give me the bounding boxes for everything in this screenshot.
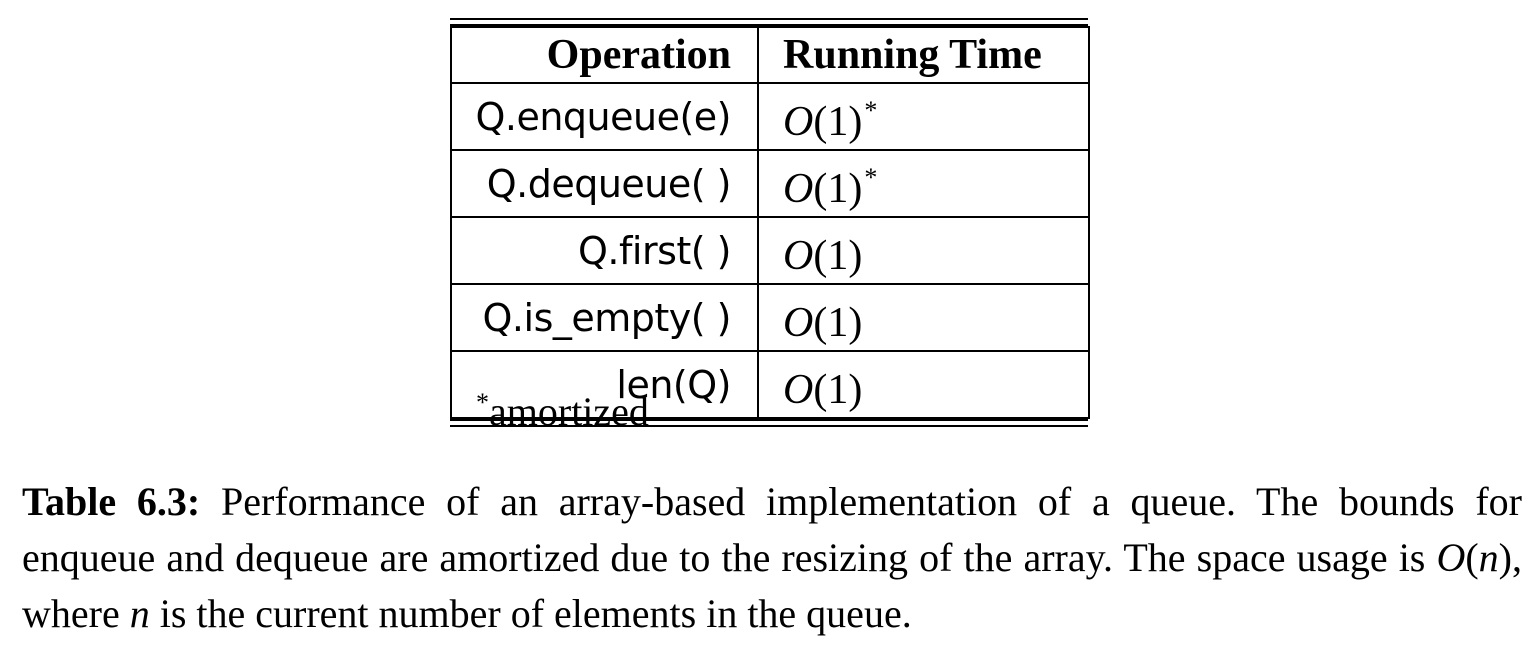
caption-text-part-3: is the current number of elements in the… — [149, 591, 912, 636]
running-time-cell: O(1) — [757, 283, 1090, 352]
table-footnote: *amortized — [476, 388, 649, 435]
table-row: Q.first( ) O(1) — [450, 216, 1090, 285]
caption-text-part-2: , where — [22, 535, 1522, 636]
table-caption: Table 6.3: Performance of an array-based… — [22, 474, 1522, 642]
caption-big-o: O — [1436, 535, 1466, 580]
big-o-symbol: O — [783, 367, 814, 413]
amortized-star: * — [864, 96, 878, 125]
table-row: len(Q) O(1) — [450, 350, 1090, 419]
caption-text-part-1: Performance of an array-based implementa… — [22, 479, 1522, 580]
operation-cell: Q.dequeue( ) — [450, 149, 759, 218]
big-o-symbol: O — [783, 166, 814, 212]
big-o-argument: (1) — [813, 99, 863, 145]
header-running-time: Running Time — [757, 26, 1090, 84]
footnote-text: amortized — [489, 389, 649, 434]
table-row: Q.dequeue( ) O(1)* — [450, 149, 1090, 218]
operation-cell: Q.first( ) — [450, 216, 759, 285]
big-o-argument: (1) — [813, 166, 863, 212]
caption-paren-open: ( — [1465, 535, 1479, 580]
top-double-rule — [450, 18, 1088, 26]
caption-variable-n: n — [129, 591, 150, 636]
running-time-cell: O(1) — [757, 216, 1090, 285]
table-row: Q.enqueue(e) O(1)* — [450, 82, 1090, 151]
big-o-argument: (1) — [813, 233, 863, 279]
operation-cell: Q.enqueue(e) — [450, 82, 759, 151]
bottom-double-rule — [450, 419, 1088, 427]
big-o-argument: (1) — [813, 300, 863, 346]
operation-cell: Q.is_empty( ) — [450, 283, 759, 352]
operation-cell: len(Q) — [450, 350, 759, 419]
table-header-row: Operation Running Time — [450, 26, 1090, 84]
caption-variable-n: n — [1478, 535, 1499, 580]
big-o-argument: (1) — [813, 367, 863, 413]
big-o-symbol: O — [783, 99, 814, 145]
caption-paren-close: ) — [1498, 535, 1512, 580]
caption-label: Table 6.3: — [22, 479, 201, 524]
header-operation: Operation — [450, 26, 759, 84]
running-time-table: Operation Running Time Q.enqueue(e) O(1)… — [450, 26, 1090, 419]
running-time-cell: O(1)* — [757, 149, 1090, 218]
running-time-table-container: Operation Running Time Q.enqueue(e) O(1)… — [450, 18, 1090, 427]
big-o-symbol: O — [783, 300, 814, 346]
running-time-cell: O(1) — [757, 350, 1090, 419]
amortized-star: * — [864, 163, 878, 192]
running-time-cell: O(1)* — [757, 82, 1090, 151]
table-row: Q.is_empty( ) O(1) — [450, 283, 1090, 352]
big-o-symbol: O — [783, 233, 814, 279]
footnote-star: * — [476, 388, 489, 417]
